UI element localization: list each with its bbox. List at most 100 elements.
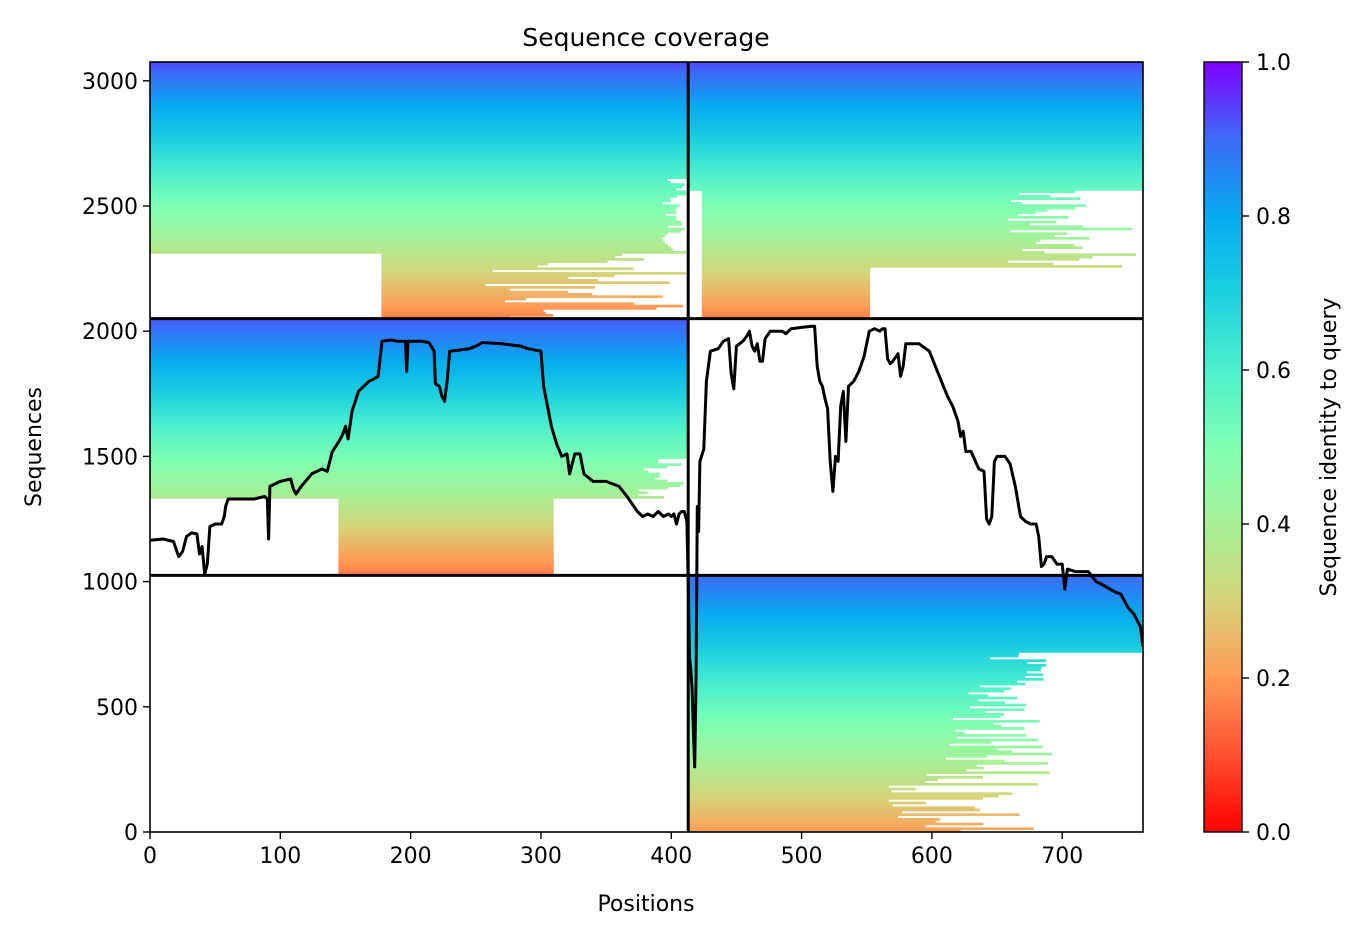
heatmap-row xyxy=(150,360,689,364)
heatmap-row xyxy=(688,734,1027,737)
heatmap-row xyxy=(150,386,689,390)
heatmap-row xyxy=(701,293,871,296)
heatmap-row xyxy=(150,143,689,147)
heatmap-row xyxy=(150,449,689,453)
heatmap-row xyxy=(701,223,1030,226)
heatmap-row xyxy=(701,216,1069,219)
heatmap-row xyxy=(688,580,1143,583)
heatmap-row xyxy=(150,190,686,194)
heatmap-row xyxy=(150,136,689,140)
heatmap-row xyxy=(338,500,554,504)
heatmap-row xyxy=(150,239,664,243)
heatmap-row xyxy=(688,657,991,660)
heatmap-row xyxy=(688,818,941,821)
heatmap-row xyxy=(150,486,668,490)
heatmap-row xyxy=(688,626,1143,630)
heatmap-row xyxy=(688,160,1143,163)
heatmap-row xyxy=(701,206,1076,210)
heatmap-row xyxy=(150,472,660,476)
heatmap-row xyxy=(688,80,1143,84)
heatmap-row xyxy=(688,710,985,714)
heatmap-row xyxy=(701,204,1087,208)
heatmap-row xyxy=(150,391,689,394)
x-axis-label: Positions xyxy=(597,892,694,917)
heatmap-row xyxy=(150,479,668,483)
heatmap-row xyxy=(688,132,1143,135)
heatmap-row xyxy=(150,216,677,219)
heatmap-row xyxy=(701,234,1054,238)
heatmap-row xyxy=(701,197,1081,201)
heatmap-row xyxy=(688,778,938,782)
heatmap-row xyxy=(381,258,645,261)
heatmap-row xyxy=(150,73,689,77)
heatmap-row xyxy=(381,314,554,317)
heatmap-row xyxy=(338,556,554,560)
heatmap-row xyxy=(150,461,658,464)
heatmap-row xyxy=(688,776,983,779)
heatmap-row xyxy=(701,314,871,317)
heatmap-row xyxy=(688,120,1143,124)
heatmap-row xyxy=(701,213,1019,217)
heatmap-row xyxy=(701,267,871,271)
heatmap-row xyxy=(150,195,678,198)
heatmap-row xyxy=(381,265,538,268)
heatmap-row xyxy=(688,141,1143,145)
heatmap-row xyxy=(688,181,1143,184)
heatmap-row xyxy=(150,456,689,460)
heatmap-row xyxy=(381,255,616,259)
heatmap-row xyxy=(150,328,689,331)
heatmap-row xyxy=(150,80,689,84)
heatmap-row xyxy=(150,202,663,205)
heatmap-row xyxy=(688,62,1143,65)
heatmap-row xyxy=(688,629,1143,632)
heatmap-row xyxy=(688,706,970,709)
heatmap-row xyxy=(701,227,1133,231)
heatmap-row xyxy=(688,104,1143,107)
heatmap-row xyxy=(150,395,689,399)
heatmap-row xyxy=(701,232,1068,236)
x-tick-label: 700 xyxy=(1041,844,1083,869)
heatmap-row xyxy=(688,671,1027,674)
heatmap-row xyxy=(150,377,689,380)
plot-frame xyxy=(149,61,1144,833)
heatmap-row xyxy=(150,393,689,397)
x-tick-label: 300 xyxy=(520,844,562,869)
x-tick-label: 200 xyxy=(390,844,432,869)
heatmap-row xyxy=(701,244,1075,247)
heatmap-row xyxy=(338,561,554,565)
heatmap-row xyxy=(381,274,615,278)
heatmap-row xyxy=(688,69,1143,72)
heatmap-row xyxy=(150,134,689,138)
y-tick-label: 3000 xyxy=(82,70,138,95)
heatmap-row xyxy=(150,218,677,222)
heatmap-row xyxy=(688,148,1143,152)
heatmap-row xyxy=(150,99,689,103)
heatmap-row xyxy=(701,195,1051,198)
y-tick-label: 500 xyxy=(96,696,138,721)
heatmap-row xyxy=(150,69,689,72)
heatmap-row xyxy=(701,269,871,273)
heatmap-row xyxy=(688,612,1143,616)
heatmap-row xyxy=(688,153,1143,156)
heatmap-row xyxy=(688,64,1143,68)
heatmap-row xyxy=(688,755,987,758)
heatmap-row xyxy=(150,230,681,233)
heatmap-row xyxy=(688,722,994,726)
heatmap-row xyxy=(688,108,1143,112)
heatmap-row xyxy=(688,738,1039,742)
heatmap-row xyxy=(150,241,665,245)
heatmap-row xyxy=(688,591,1143,595)
heatmap-row xyxy=(338,538,554,541)
heatmap-row xyxy=(381,283,486,287)
heatmap-row xyxy=(150,127,689,131)
heatmap-row xyxy=(150,132,689,135)
heatmap-row xyxy=(150,169,689,173)
heatmap-row xyxy=(688,727,1025,730)
heatmap-row xyxy=(381,279,598,282)
heatmap-row xyxy=(688,617,1143,621)
heatmap-row xyxy=(150,433,689,436)
colorbar: 0.0 0.2 0.4 0.6 0.8 1.0 Sequence identity to … xyxy=(1203,51,1342,846)
heatmap-row xyxy=(688,66,1143,70)
heatmap-row xyxy=(150,337,689,341)
heatmap-row xyxy=(150,185,683,189)
